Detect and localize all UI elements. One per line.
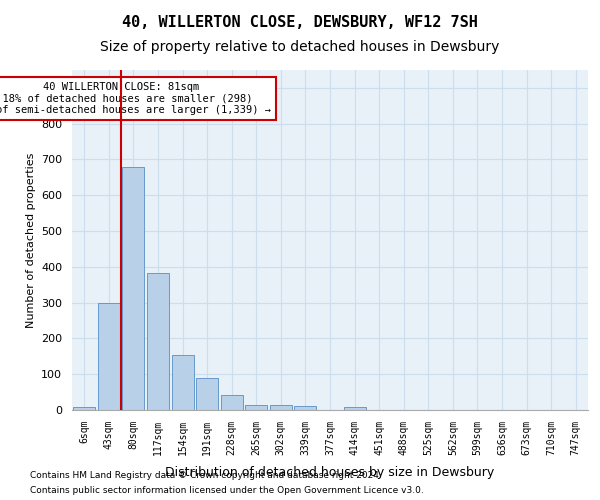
Bar [122,168,145,410]
Text: 40 WILLERTON CLOSE: 81sqm
← 18% of detached houses are smaller (298)
80% of semi: 40 WILLERTON CLOSE: 81sqm ← 18% of detac… [0,82,271,115]
Bar [245,405,268,410]
Text: 40, WILLERTON CLOSE, DEWSBURY, WF12 7SH: 40, WILLERTON CLOSE, DEWSBURY, WF12 7SH [122,15,478,30]
Bar [221,394,243,410]
Text: Contains public sector information licensed under the Open Government Licence v3: Contains public sector information licen… [30,486,424,495]
Bar [295,406,316,410]
Text: Contains HM Land Registry data © Crown copyright and database right 2024.: Contains HM Land Registry data © Crown c… [30,471,382,480]
Bar [147,273,169,410]
Text: Size of property relative to detached houses in Dewsbury: Size of property relative to detached ho… [100,40,500,54]
Bar [172,354,194,410]
Bar [196,378,218,410]
Y-axis label: Number of detached properties: Number of detached properties [26,152,35,328]
Bar [270,406,292,410]
Bar [98,304,120,410]
Bar [73,407,95,410]
X-axis label: Distribution of detached houses by size in Dewsbury: Distribution of detached houses by size … [166,466,494,479]
Bar [344,407,365,410]
